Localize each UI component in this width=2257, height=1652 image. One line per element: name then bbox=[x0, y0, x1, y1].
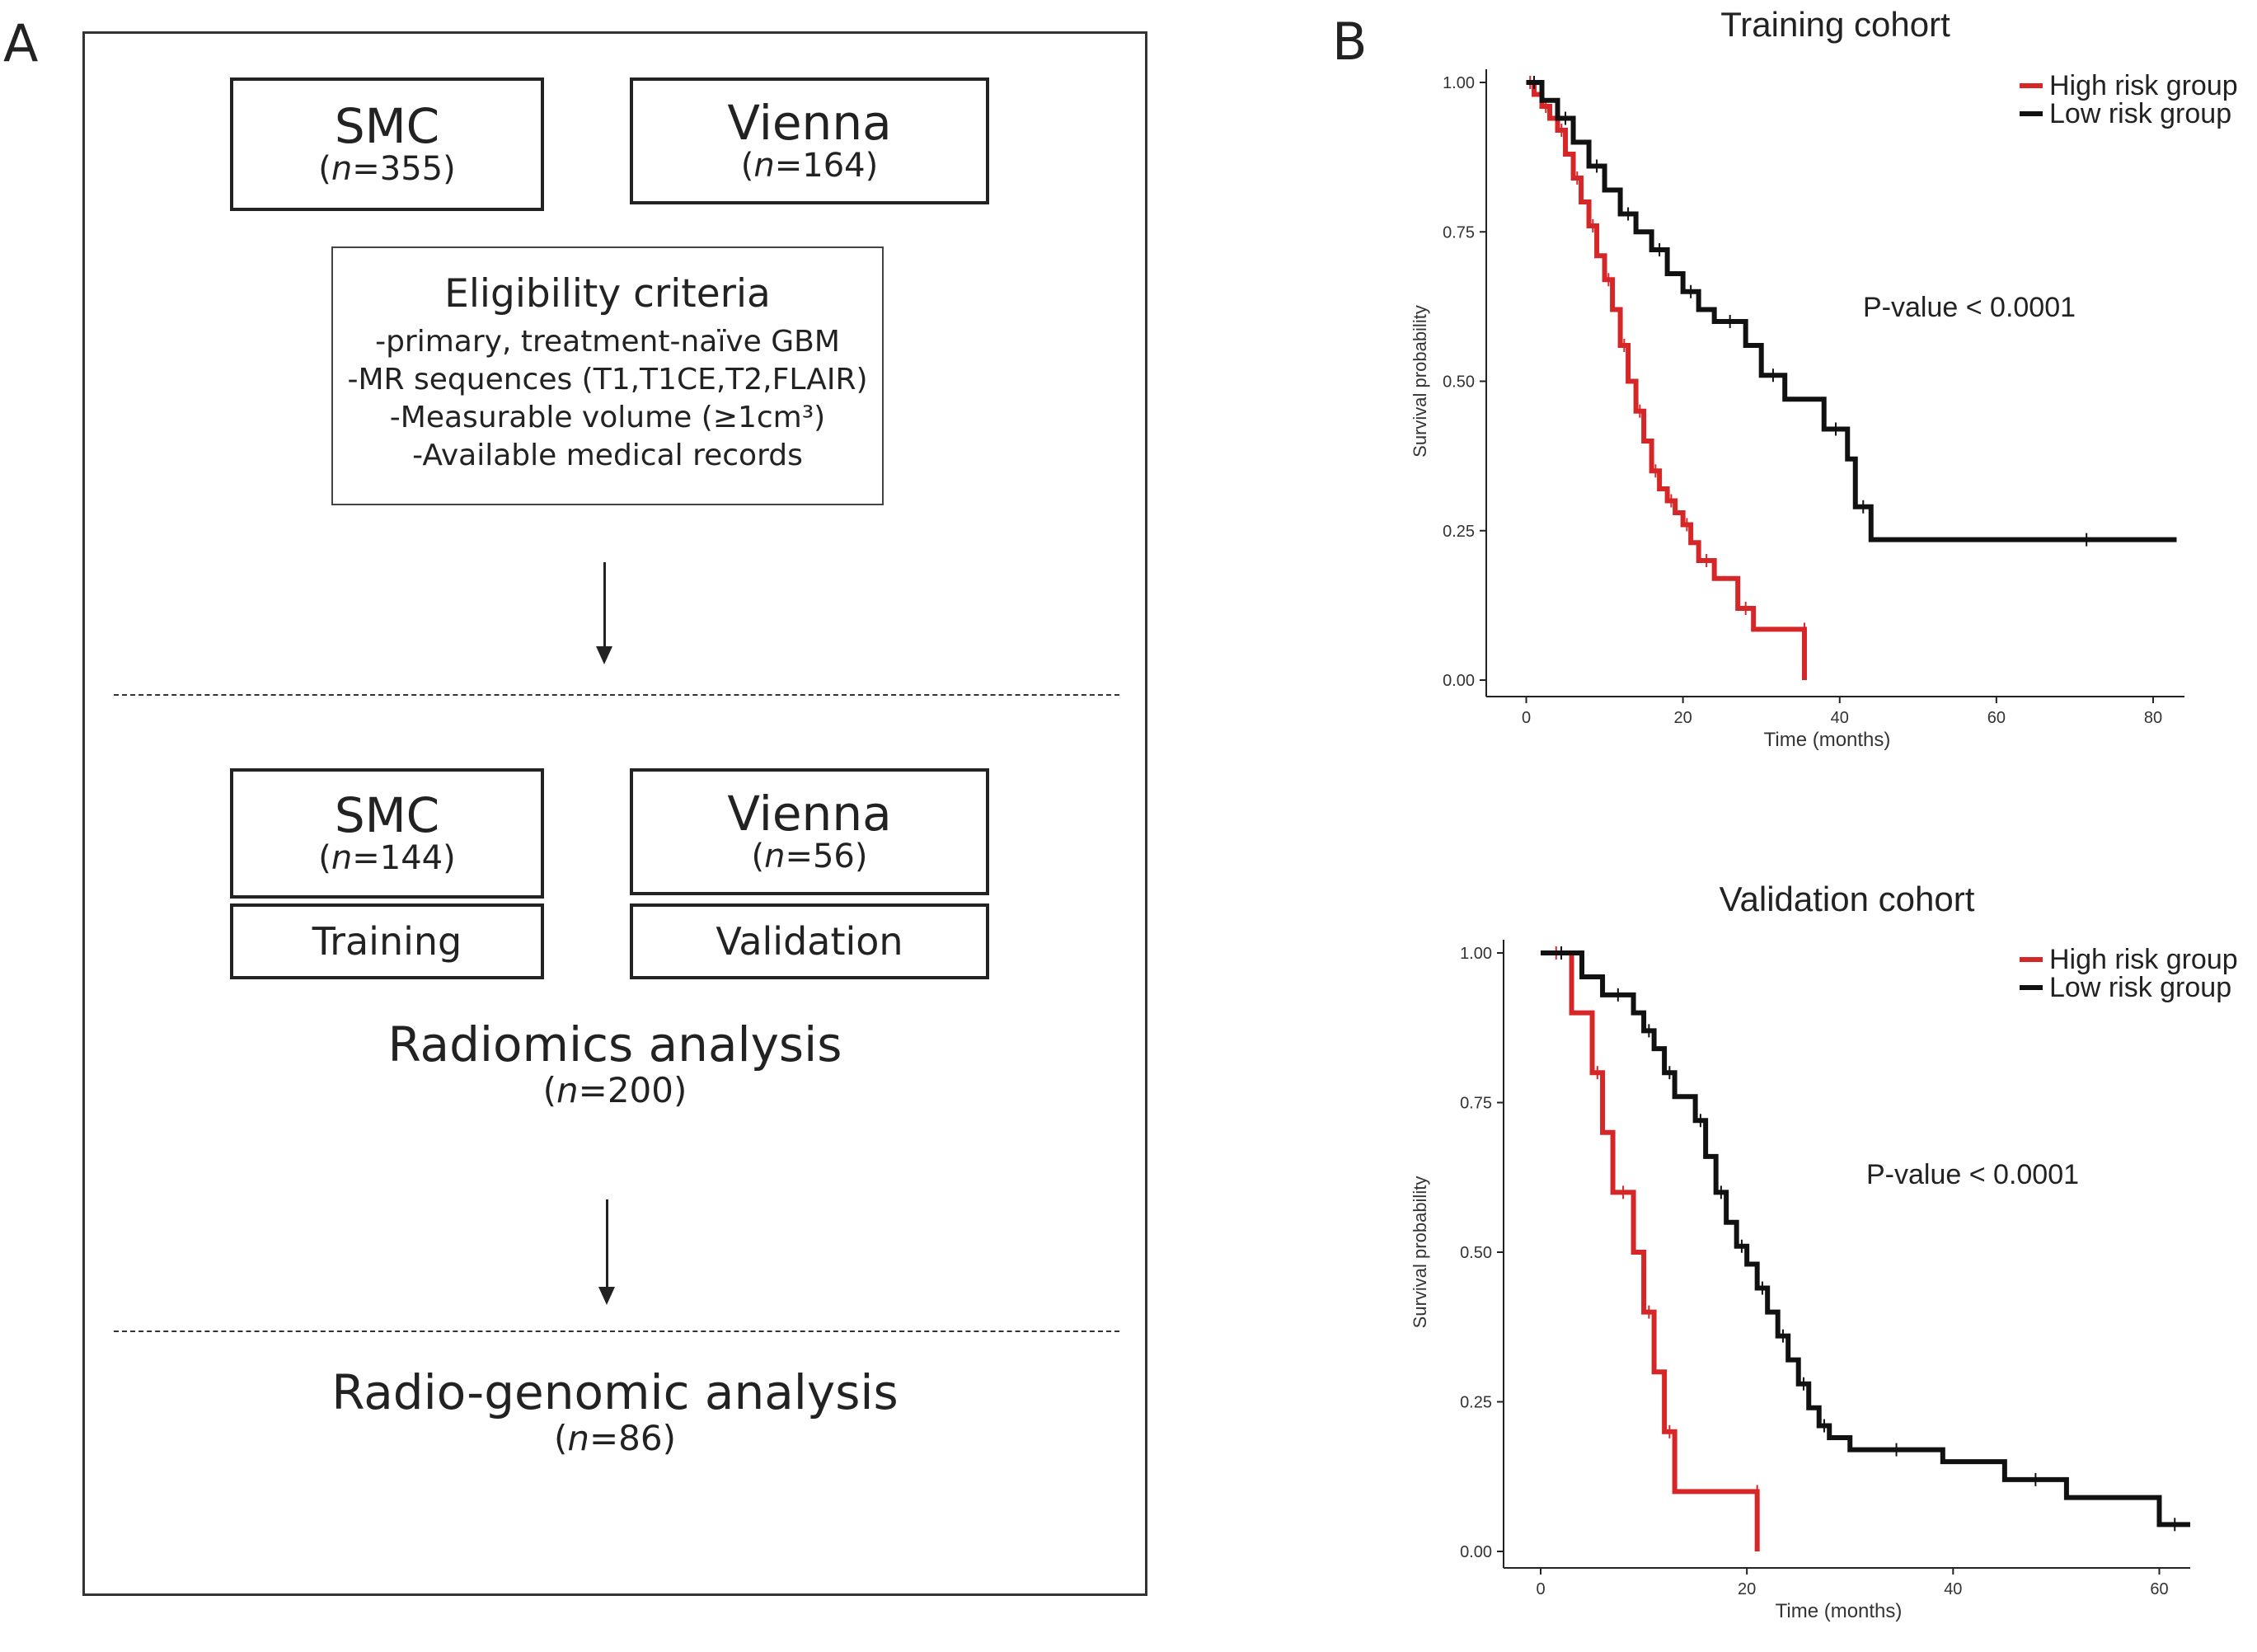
radiogenomic-analysis-count: (n=86) bbox=[553, 1417, 677, 1458]
criteria-line: -Measurable volume (≥1cm³) bbox=[389, 401, 826, 434]
training-km-chart: Training cohort 0.00 0.25 0.50 0.75 1.00 0 20 40… bbox=[1410, 5, 2238, 751]
y-tick-label: 0.25 bbox=[1460, 1394, 1492, 1412]
down-arrow-icon bbox=[598, 1199, 615, 1305]
vienna-validation-count: (n=56) bbox=[751, 838, 868, 876]
panel-b-letter: B bbox=[1332, 12, 1368, 72]
x-tick-label: 0 bbox=[1536, 1580, 1545, 1598]
y-tick-label: 0.50 bbox=[1460, 1244, 1492, 1262]
radiomics-analysis-title: Radiomics analysis bbox=[387, 1016, 842, 1072]
criteria-line: -Available medical records bbox=[412, 439, 803, 472]
training-label: Training bbox=[312, 919, 462, 964]
p-value-annotation: P-value < 0.0001 bbox=[1866, 1159, 2079, 1190]
down-arrow-icon bbox=[596, 562, 612, 664]
x-tick-label: 80 bbox=[2144, 709, 2162, 727]
y-tick-label: 0.50 bbox=[1443, 373, 1475, 392]
x-tick-label: 60 bbox=[1987, 709, 2006, 727]
validation-label-box: Validation bbox=[630, 903, 989, 979]
legend-entry: Low risk group bbox=[2049, 98, 2231, 129]
x-axis-label: Time (months) bbox=[1764, 729, 1891, 751]
panel-a-letter: A bbox=[3, 13, 39, 73]
chart-title: Validation cohort bbox=[1720, 880, 1975, 918]
smc-training-box: SMC (n=144) bbox=[230, 768, 544, 899]
y-tick-label: 0.75 bbox=[1460, 1095, 1492, 1113]
km-curve-high-risk bbox=[1541, 950, 1760, 1551]
smc-source-box: SMC (n=355) bbox=[230, 77, 544, 211]
smc-training-count: (n=144) bbox=[318, 839, 456, 878]
flowchart-frame bbox=[82, 31, 1147, 1596]
km-curve-low-risk bbox=[1526, 80, 2177, 542]
vienna-source-count: (n=164) bbox=[740, 147, 879, 185]
y-tick-label: 0.75 bbox=[1443, 223, 1475, 242]
radiomics-analysis-count: (n=200) bbox=[542, 1069, 687, 1110]
legend-entry: High risk group bbox=[2049, 944, 2238, 975]
smc-source-name: SMC bbox=[334, 97, 440, 154]
y-tick-label: 1.00 bbox=[1460, 945, 1492, 963]
chart-title: Training cohort bbox=[1720, 5, 1950, 44]
vienna-validation-name: Vienna bbox=[727, 785, 892, 842]
y-axis-label: Survival probability bbox=[1410, 1176, 1430, 1329]
km-curve-high-risk bbox=[1526, 80, 1807, 680]
criteria-line: -primary, treatment-naïve GBM bbox=[375, 325, 840, 359]
smc-source-count: (n=355) bbox=[318, 150, 456, 189]
vienna-source-name: Vienna bbox=[727, 94, 892, 151]
dashed-divider bbox=[114, 694, 1119, 696]
p-value-annotation: P-value < 0.0001 bbox=[1863, 292, 2076, 323]
y-tick-label: 0.00 bbox=[1443, 672, 1475, 690]
eligibility-criteria-box: Eligibility criteria -primary, treatment… bbox=[331, 246, 884, 505]
x-tick-label: 40 bbox=[1831, 709, 1849, 727]
y-tick-label: 1.00 bbox=[1443, 74, 1475, 92]
x-tick-label: 20 bbox=[1674, 709, 1692, 727]
legend-entry: High risk group bbox=[2049, 70, 2238, 101]
x-tick-label: 20 bbox=[1738, 1580, 1756, 1598]
vienna-validation-box: Vienna (n=56) bbox=[630, 768, 989, 895]
radiogenomic-analysis-title: Radio-genomic analysis bbox=[331, 1364, 899, 1420]
criteria-line: -MR sequences (T1,T1CE,T2,FLAIR) bbox=[347, 363, 868, 397]
vienna-source-box: Vienna (n=164) bbox=[630, 77, 989, 204]
radiomics-analysis-block: Radiomics analysis (n=200) bbox=[82, 1016, 1147, 1110]
y-axis-label: Survival probability bbox=[1410, 305, 1430, 458]
y-tick-label: 0.00 bbox=[1460, 1543, 1492, 1561]
validation-label: Validation bbox=[716, 919, 903, 964]
x-tick-label: 40 bbox=[1944, 1580, 1962, 1598]
x-tick-label: 0 bbox=[1522, 709, 1531, 727]
validation-km-chart: Validation cohort 0.00 0.25 0.50 0.75 1.00 0 20… bbox=[1410, 880, 2238, 1622]
km-curve-low-risk bbox=[1541, 950, 2190, 1528]
smc-training-name: SMC bbox=[334, 786, 440, 843]
x-axis-label: Time (months) bbox=[1776, 1600, 1903, 1622]
eligibility-criteria-title: Eligibility criteria bbox=[444, 271, 771, 317]
legend-entry: Low risk group bbox=[2049, 972, 2231, 1003]
training-label-box: Training bbox=[230, 903, 544, 979]
dashed-divider bbox=[114, 1331, 1119, 1332]
x-tick-label: 60 bbox=[2150, 1580, 2168, 1598]
radiogenomic-analysis-block: Radio-genomic analysis (n=86) bbox=[82, 1364, 1147, 1458]
y-tick-label: 0.25 bbox=[1443, 523, 1475, 541]
